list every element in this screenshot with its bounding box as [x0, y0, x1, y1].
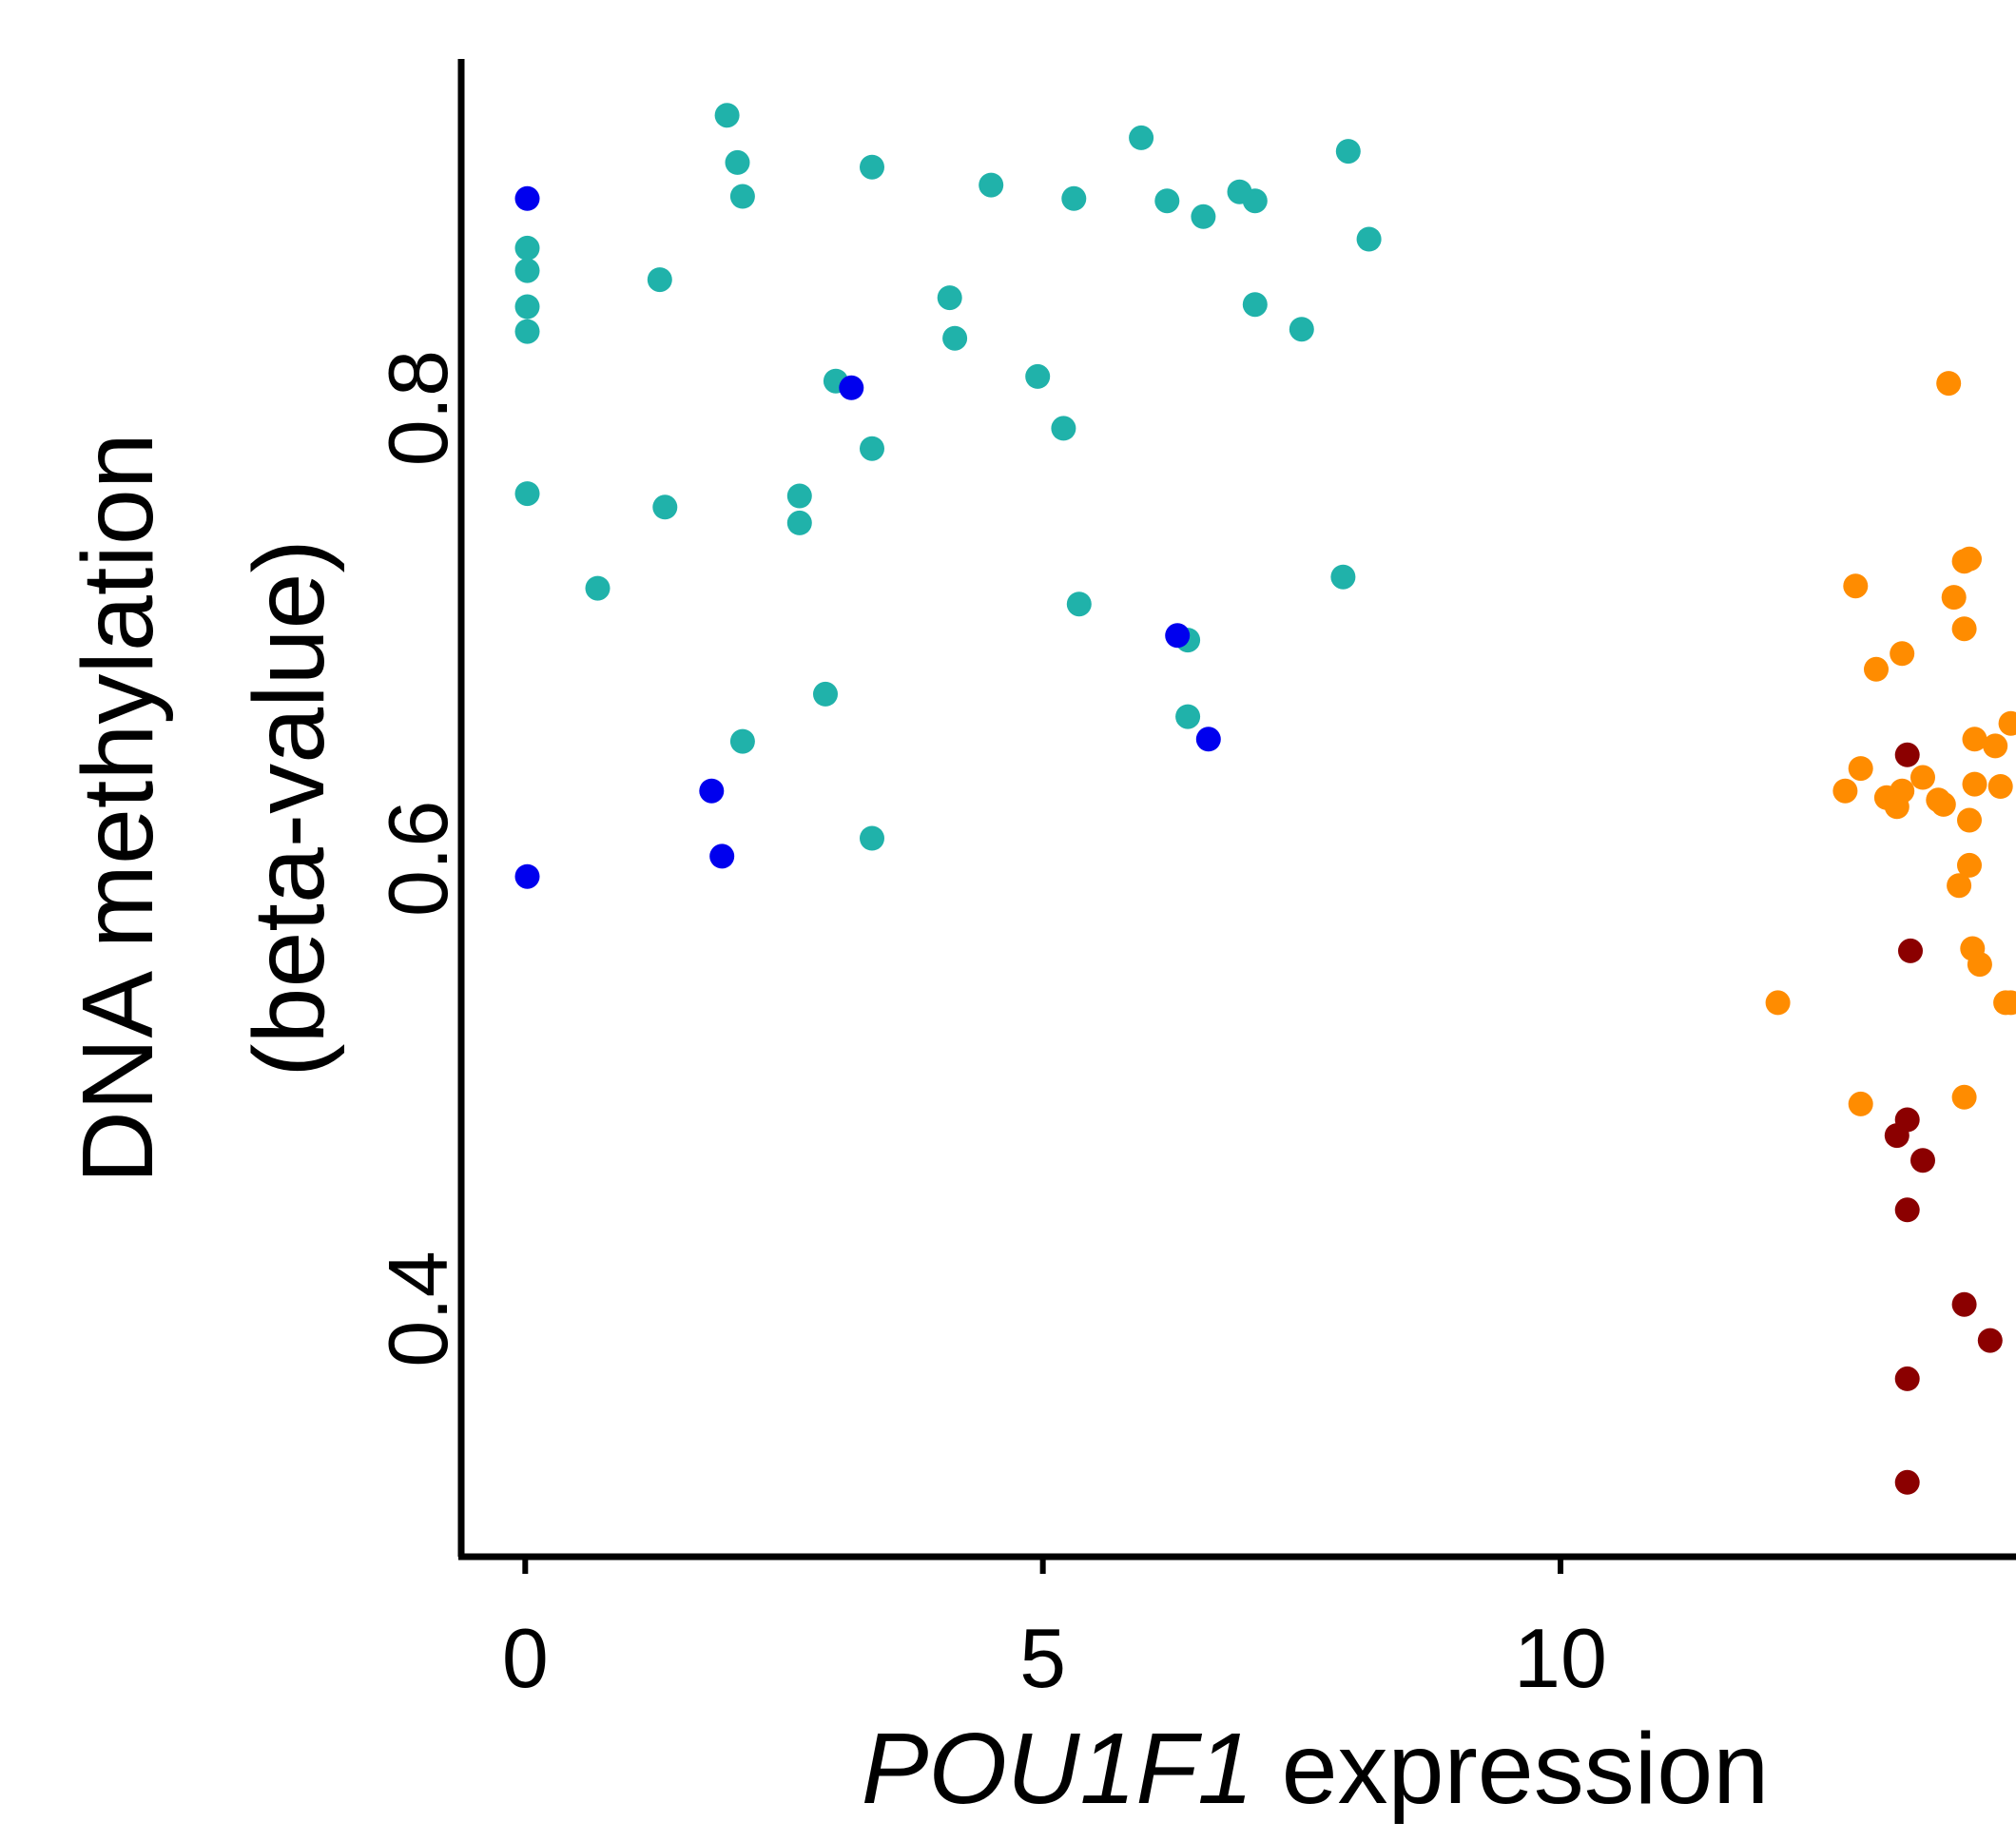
data-point-orange-5: [1864, 656, 1889, 682]
data-point-darkred-3: [1884, 1123, 1909, 1149]
data-point-teal-8: [714, 103, 740, 128]
data-point-orange-2: [1843, 573, 1869, 599]
data-point-teal-0: [514, 235, 540, 261]
y-axis-title-line1: DNA methylation: [62, 433, 174, 1183]
data-point-teal-30: [1191, 204, 1216, 229]
data-point-orange-27: [1987, 774, 2013, 799]
x-axis-title: POU1F1 expression: [862, 1713, 1769, 1825]
data-point-orange-26: [1983, 733, 2008, 759]
data-point-teal-1: [514, 258, 540, 283]
y-tick-label: 0.6: [371, 801, 465, 917]
data-point-teal-4: [514, 481, 540, 507]
data-point-teal-13: [786, 510, 812, 535]
x-tick-label: 5: [1019, 1611, 1066, 1705]
data-point-blue-0: [514, 185, 540, 211]
data-point-darkred-4: [1910, 1148, 1935, 1173]
data-point-blue-6: [1195, 727, 1221, 752]
data-point-teal-34: [1289, 317, 1314, 342]
data-point-orange-20: [1957, 852, 1982, 878]
data-point-orange-1: [1832, 778, 1858, 804]
y-tick-label: 0.8: [371, 350, 465, 466]
data-point-teal-20: [937, 285, 962, 311]
data-point-teal-11: [729, 728, 755, 754]
data-point-teal-9: [725, 149, 750, 175]
data-point-teal-24: [1061, 185, 1087, 211]
data-point-orange-15: [1947, 873, 1972, 899]
x-tick-label: 10: [1514, 1611, 1607, 1705]
data-point-teal-14: [813, 681, 838, 707]
data-point-teal-33: [1242, 292, 1268, 318]
data-point-orange-17: [1951, 616, 1977, 642]
data-point-teal-12: [786, 483, 812, 509]
data-point-orange-21: [1957, 546, 1982, 572]
data-point-teal-23: [1051, 416, 1076, 441]
data-point-darkred-6: [1951, 1291, 1977, 1317]
data-point-teal-18: [860, 825, 884, 851]
data-point-teal-3: [514, 319, 540, 344]
data-point-orange-0: [1765, 990, 1791, 1016]
x-tick-label: 0: [502, 1611, 549, 1705]
data-point-orange-29: [1998, 990, 2016, 1016]
data-point-orange-4: [1848, 1091, 1873, 1116]
data-point-teal-17: [860, 436, 884, 461]
y-tick-label: 0.4: [371, 1251, 465, 1367]
y-ticks: 0.4 0.6 0.8: [371, 350, 465, 1367]
data-point-teal-29: [1175, 704, 1201, 729]
data-point-orange-19: [1957, 807, 1982, 833]
data-point-teal-36: [1335, 139, 1361, 165]
data-point-orange-8: [1890, 778, 1915, 804]
data-point-orange-25: [1967, 952, 1992, 978]
data-point-orange-10: [1910, 765, 1935, 790]
data-point-teal-19: [979, 172, 1004, 198]
data-point-orange-24: [1962, 771, 1987, 797]
data-point-blue-1: [514, 863, 540, 889]
data-point-darkred-9: [1894, 1469, 1920, 1495]
data-point-teal-2: [514, 294, 540, 320]
data-point-blue-5: [1165, 623, 1191, 649]
points-layer: [514, 103, 2016, 1495]
data-point-teal-7: [652, 494, 678, 520]
data-point-blue-3: [709, 843, 735, 869]
x-ticks: 0 5 10: [502, 1557, 1607, 1705]
data-point-orange-18: [1951, 1084, 1977, 1110]
data-point-teal-22: [1025, 363, 1051, 389]
data-point-teal-25: [1066, 591, 1092, 617]
data-point-blue-4: [839, 375, 864, 400]
data-point-teal-10: [729, 184, 755, 209]
data-point-teal-6: [647, 267, 672, 293]
data-point-orange-14: [1941, 585, 1967, 611]
data-point-orange-3: [1848, 756, 1873, 782]
data-point-darkred-8: [1894, 1366, 1920, 1391]
data-point-blue-2: [699, 778, 725, 804]
data-point-teal-16: [860, 154, 884, 180]
y-axis-title-line2: (beta-value): [233, 539, 345, 1077]
data-point-teal-35: [1330, 564, 1356, 590]
data-point-teal-37: [1356, 226, 1382, 252]
data-point-darkred-0: [1894, 742, 1920, 767]
data-point-orange-12: [1930, 791, 1956, 817]
data-point-teal-26: [1129, 125, 1154, 150]
data-point-orange-30: [1998, 710, 2016, 736]
data-point-orange-13: [1936, 371, 1962, 397]
data-point-orange-23: [1962, 727, 1987, 752]
data-point-teal-27: [1154, 188, 1180, 214]
data-point-orange-9: [1890, 641, 1915, 667]
data-point-darkred-7: [1977, 1328, 2003, 1353]
data-point-teal-21: [942, 325, 968, 351]
data-point-teal-5: [585, 575, 611, 601]
data-point-darkred-5: [1894, 1197, 1920, 1223]
data-point-darkred-1: [1898, 938, 1923, 963]
data-point-teal-32: [1242, 188, 1268, 214]
